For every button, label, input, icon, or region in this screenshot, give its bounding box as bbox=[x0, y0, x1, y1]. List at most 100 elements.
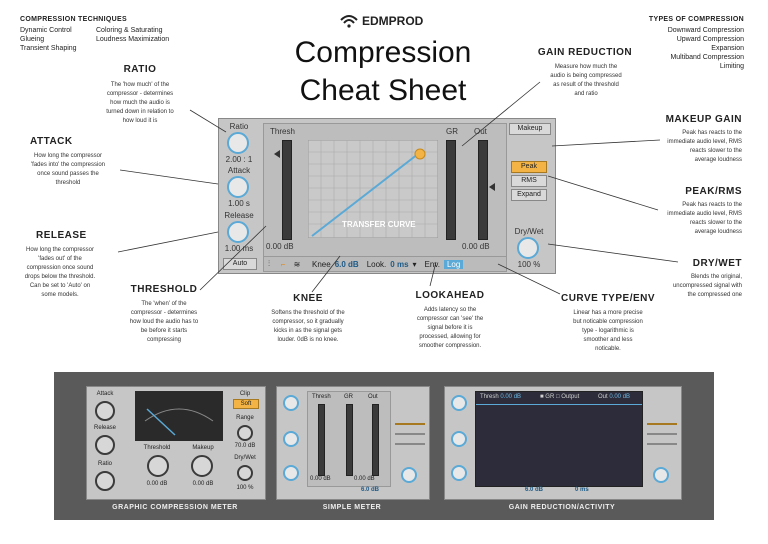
s-gr-meter bbox=[346, 404, 353, 476]
makeup-desc: Peak has reacts to the immediate audio le… bbox=[667, 130, 742, 163]
simple-meter-device: Thresh GR Out 0.00 dB 0.00 dB 6.0 dB bbox=[276, 386, 430, 500]
g-threshold-value: 0.00 dB bbox=[146, 481, 168, 487]
gain-activity-device: Thresh 0.00 dB ■ GR □ Output Out 0.00 dB… bbox=[444, 386, 682, 500]
makeup-slider-handle[interactable] bbox=[489, 183, 495, 191]
g-range-knob[interactable] bbox=[237, 425, 253, 441]
a-drywet-knob[interactable] bbox=[653, 467, 669, 483]
filter-icon[interactable]: ≋ bbox=[293, 259, 301, 269]
bars-icon[interactable]: ⫶ bbox=[268, 259, 270, 268]
s-drywet-knob[interactable] bbox=[401, 467, 417, 483]
ratio-knob[interactable] bbox=[227, 132, 249, 154]
display-panel: Thresh GR Out TRANSFER CURVE 0.00 dB 0.0… bbox=[263, 123, 507, 257]
s-ratio-knob[interactable] bbox=[283, 395, 299, 411]
expand-button[interactable]: Expand bbox=[511, 189, 547, 201]
g-ratio-knob[interactable] bbox=[95, 471, 115, 491]
bottom-strip: ⫶ ⌐ ≋ Knee 6.0 dB Look. 0 ms ▾ Env. Log bbox=[263, 256, 507, 272]
knee-value[interactable]: 6.0 dB bbox=[334, 259, 359, 269]
a-thresh-row: Thresh 0.00 dB bbox=[480, 394, 522, 400]
ratio-label: Ratio bbox=[229, 122, 249, 131]
a-look-value[interactable]: 0 ms bbox=[575, 487, 589, 493]
type-item: Downward Compression bbox=[667, 27, 744, 34]
rms-button[interactable]: RMS bbox=[511, 175, 547, 187]
a-ratio-knob[interactable] bbox=[451, 395, 467, 411]
threshold-meter[interactable] bbox=[282, 140, 292, 240]
s-expand-button[interactable] bbox=[395, 443, 425, 445]
g-range-value: 70.0 dB bbox=[234, 443, 256, 449]
drywet-title: DRY/WET bbox=[692, 258, 742, 269]
ratio-desc: The 'how much' of the compressor - determ… bbox=[106, 82, 174, 124]
g-drywet-label: Dry/Wet bbox=[234, 455, 256, 461]
g-release-knob[interactable] bbox=[95, 435, 115, 455]
threshold-desc: The 'when' of the compressor - determines… bbox=[129, 301, 199, 343]
compressor-device: Ratio 2.00 : 1 Attack 1.00 s Release 1.0… bbox=[218, 118, 556, 274]
g-threshold-knob[interactable] bbox=[147, 455, 169, 477]
a-rms-button[interactable] bbox=[647, 433, 677, 435]
s-left-db: 0.00 dB bbox=[310, 476, 331, 482]
s-attack-knob[interactable] bbox=[283, 431, 299, 447]
s-release-knob[interactable] bbox=[283, 465, 299, 481]
a-expand-button[interactable] bbox=[647, 443, 677, 445]
attack-label: Attack bbox=[227, 166, 251, 175]
out-meter[interactable] bbox=[478, 140, 488, 240]
a-attack-knob[interactable] bbox=[451, 431, 467, 447]
a-gr-line bbox=[476, 404, 642, 405]
look-value[interactable]: 0 ms bbox=[390, 259, 409, 269]
attack-knob[interactable] bbox=[227, 176, 249, 198]
wifi-logo-icon bbox=[340, 15, 358, 28]
s-rms-button[interactable] bbox=[395, 433, 425, 435]
gain-activity-caption: GAIN REDUCTION/ACTIVITY bbox=[508, 504, 616, 511]
lookahead-desc: Adds latency so the compressor can 'see' … bbox=[416, 307, 484, 349]
a-out-row: Out 0.00 dB bbox=[598, 394, 631, 400]
threshold-title: THRESHOLD bbox=[130, 284, 198, 295]
makeup-button[interactable]: Makeup bbox=[509, 123, 551, 135]
brand-name: EDMPROD bbox=[362, 14, 424, 28]
g-drywet-knob[interactable] bbox=[237, 465, 253, 481]
curve-icon[interactable]: ⌐ bbox=[280, 259, 286, 269]
s-knee-value[interactable]: 6.0 dB bbox=[361, 487, 380, 493]
transfer-curve-label: TRANSFER CURVE bbox=[342, 220, 416, 229]
s-right-db: 0.00 dB bbox=[354, 476, 375, 482]
page-title: Compression Cheat Sheet bbox=[270, 34, 496, 110]
g-makeup-label: Makeup bbox=[192, 445, 214, 451]
g-clip-label: Clip bbox=[239, 391, 251, 397]
a-release-knob[interactable] bbox=[451, 465, 467, 481]
chevron-down-icon[interactable]: ▾ bbox=[412, 259, 417, 269]
g-release-label: Release bbox=[93, 425, 116, 431]
attack-title: ATTACK bbox=[30, 136, 73, 147]
env-label: Env. bbox=[424, 259, 440, 269]
s-thresh-label: Thresh bbox=[312, 394, 331, 400]
g-drywet-value: 100 % bbox=[236, 485, 254, 491]
release-label: Release bbox=[224, 211, 254, 220]
auto-button[interactable]: Auto bbox=[223, 258, 257, 270]
s-out-label: Out bbox=[368, 394, 378, 400]
g-attack-label: Attack bbox=[96, 391, 114, 397]
g-makeup-knob[interactable] bbox=[191, 455, 213, 477]
title-line2: Cheat Sheet bbox=[299, 74, 467, 107]
log-button[interactable]: Log bbox=[443, 259, 464, 269]
a-peak-button[interactable] bbox=[647, 423, 677, 425]
right-db-value: 0.00 dB bbox=[462, 242, 490, 251]
curve-type-desc: Linear has a more precise but noticable c… bbox=[573, 310, 643, 352]
curve-type-title: CURVE TYPE/ENV bbox=[560, 293, 656, 304]
s-peak-button[interactable] bbox=[395, 423, 425, 425]
release-knob[interactable] bbox=[227, 221, 249, 243]
bottom-band: Attack Release Ratio Threshold Makeup 0.… bbox=[54, 372, 714, 520]
a-knee-value[interactable]: 6.0 dB bbox=[525, 487, 544, 493]
brand-logo: EDMPROD bbox=[340, 14, 423, 28]
release-desc: How long the compressor'fades out' of th… bbox=[24, 247, 96, 298]
left-db-value: 0.00 dB bbox=[266, 242, 294, 251]
techniques-col2: Coloring & Saturating Loudness Maximizat… bbox=[96, 26, 169, 44]
g-attack-knob[interactable] bbox=[95, 401, 115, 421]
types-title: TYPES OF COMPRESSION bbox=[648, 16, 744, 23]
curve-point[interactable] bbox=[414, 148, 426, 160]
g-soft-button[interactable]: Soft bbox=[233, 399, 259, 409]
peak-button[interactable]: Peak bbox=[511, 161, 547, 173]
drywet-knob[interactable] bbox=[517, 237, 539, 259]
gr-meter bbox=[446, 140, 456, 240]
type-item: Limiting bbox=[719, 63, 744, 70]
gain-reduction-title: GAIN REDUCTION bbox=[537, 47, 633, 58]
threshold-slider-handle[interactable] bbox=[274, 150, 280, 158]
s-out-meter[interactable] bbox=[372, 404, 379, 476]
s-thresh-meter[interactable] bbox=[318, 404, 325, 476]
